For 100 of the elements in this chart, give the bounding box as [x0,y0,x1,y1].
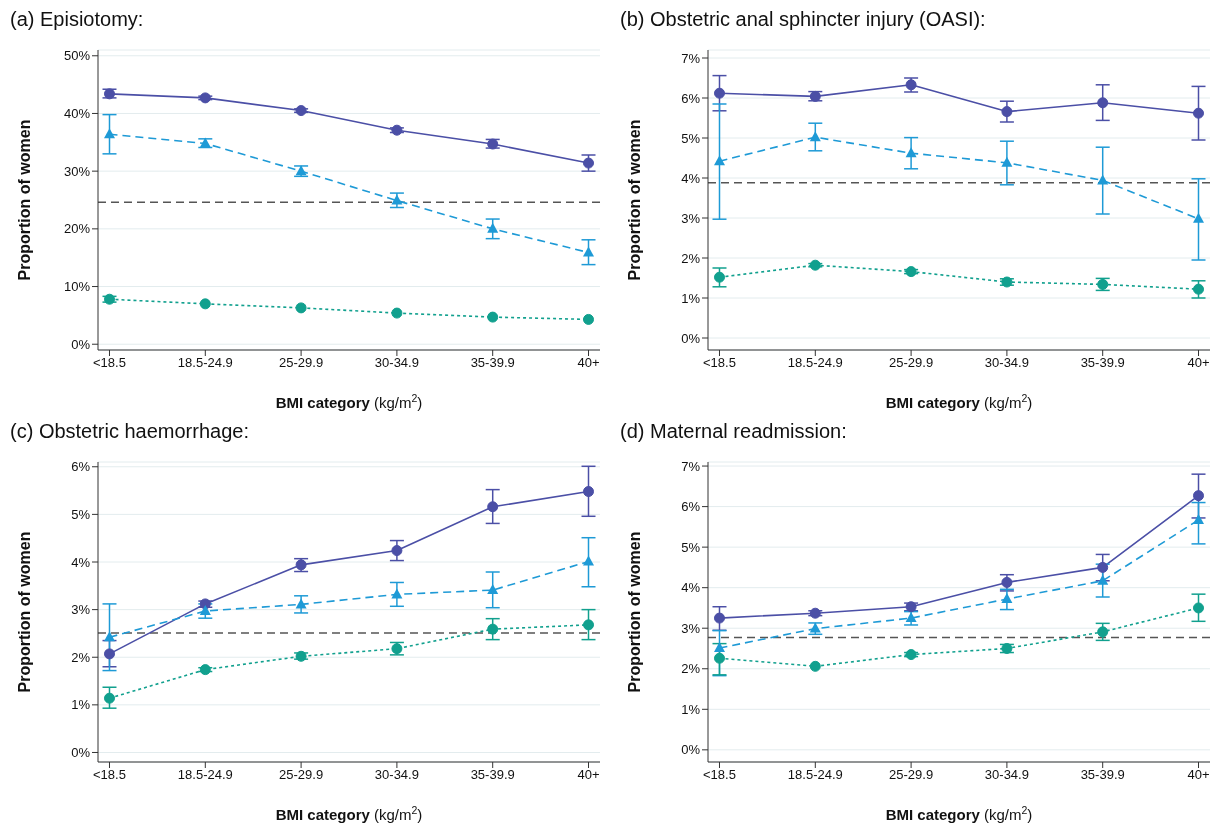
x-tick-label: 40+ [577,355,600,371]
y-tick-label: 1% [681,290,701,306]
point [1193,283,1204,295]
y-tick-label: 7% [681,458,701,474]
point [199,298,211,310]
point [487,584,499,595]
y-tick-label: 0% [71,336,91,352]
x-tick-label: 30-34.9 [374,767,419,783]
point [104,293,115,305]
y-tick-label: 5% [681,539,701,555]
point [1193,212,1204,223]
x-tick-label: 25-29.9 [279,767,324,783]
x-tick-label: <18.5 [93,355,126,371]
point [714,642,725,653]
point [905,649,917,661]
point [714,612,725,624]
x-tick-label: <18.5 [703,355,736,371]
y-tick-label: 2% [71,649,91,665]
y-tick-label: 6% [71,459,91,475]
y-tick-label: 0% [681,742,701,758]
x-axis-title: BMI category (kg/m$^{2}$) [275,392,423,411]
y-tick-label: 4% [71,554,91,570]
y-tick-label: 2% [681,661,701,677]
point [104,692,115,704]
y-tick-label: 10% [63,279,91,295]
x-tick-label: 40+ [577,767,600,783]
x-tick-label: 40+ [1187,767,1210,783]
point [809,131,821,142]
point [1001,576,1013,588]
point [583,246,594,257]
y-tick-label: 20% [63,221,91,237]
y-tick-label: 3% [681,210,701,226]
point [391,194,403,205]
point [809,607,821,619]
y-axis-title: Proportion of women [15,531,33,693]
point [1097,561,1109,573]
x-tick-label: <18.5 [93,767,126,783]
point [391,124,403,136]
point [583,555,594,566]
point [809,660,821,672]
x-tick-label: 30-34.9 [374,355,419,371]
point [199,92,211,104]
y-tick-label: 50% [63,48,91,64]
point [391,588,403,599]
chart-title: (a) Episiotomy: [9,8,145,32]
point [295,598,307,609]
y-tick-label: 3% [71,602,91,618]
x-tick-label: <18.5 [703,767,736,783]
point [104,631,115,642]
x-tick-label: 35-39.9 [1080,355,1125,371]
y-tick-label: 5% [71,507,91,522]
y-tick-label: 30% [63,163,91,179]
point [1097,626,1109,638]
point [1001,106,1013,118]
y-tick-label: 0% [681,330,701,346]
y-axis-title: Proportion of women [625,531,643,693]
y-axis-title: Proportion of women [625,119,643,281]
y-tick-label: 3% [681,620,701,636]
y-tick-label: 40% [63,106,91,122]
x-tick-label: 18.5-24.9 [787,355,843,371]
y-tick-label: 1% [71,697,91,713]
y-tick-label: 5% [681,130,701,146]
chart-title: (c) Obstetric haemorrhage: [9,420,250,444]
point [714,652,725,664]
x-tick-label: 25-29.9 [279,355,324,371]
y-tick-label: 2% [681,250,701,266]
x-tick-label: 35-39.9 [470,767,515,783]
y-tick-label: 1% [681,701,701,717]
point [391,307,403,319]
chart-title: (b) Obstetric anal sphincter injury (OASI): [619,8,987,32]
y-tick-label: 0% [71,745,91,761]
x-tick-label: 40+ [1187,355,1210,371]
x-tick-label: 30-34.9 [984,767,1029,783]
y-tick-label: 4% [681,170,701,186]
x-tick-label: 30-34.9 [984,355,1029,371]
point [487,222,499,233]
point [1193,490,1204,502]
point [714,271,725,283]
y-tick-label: 4% [681,580,701,596]
point [199,664,211,676]
y-axis-title: Proportion of women [15,119,33,281]
x-axis-title: BMI category (kg/m$^{2}$) [275,804,423,823]
point [1001,593,1013,604]
point [1193,602,1204,614]
x-tick-label: 35-39.9 [470,355,515,371]
point [714,87,725,99]
y-tick-label: 6% [681,90,701,106]
point [104,648,115,660]
point [1193,107,1204,119]
point [487,623,499,635]
x-tick-label: 25-29.9 [889,767,934,783]
point [1097,174,1109,185]
point [295,302,307,314]
x-axis-title: BMI category (kg/m$^{2}$) [885,804,1033,823]
point [905,147,917,158]
point [583,619,594,631]
y-tick-label: 7% [681,50,701,66]
point [1097,97,1109,109]
y-tick-label: 6% [681,499,701,515]
chart-title: (d) Maternal readmission: [619,420,848,444]
